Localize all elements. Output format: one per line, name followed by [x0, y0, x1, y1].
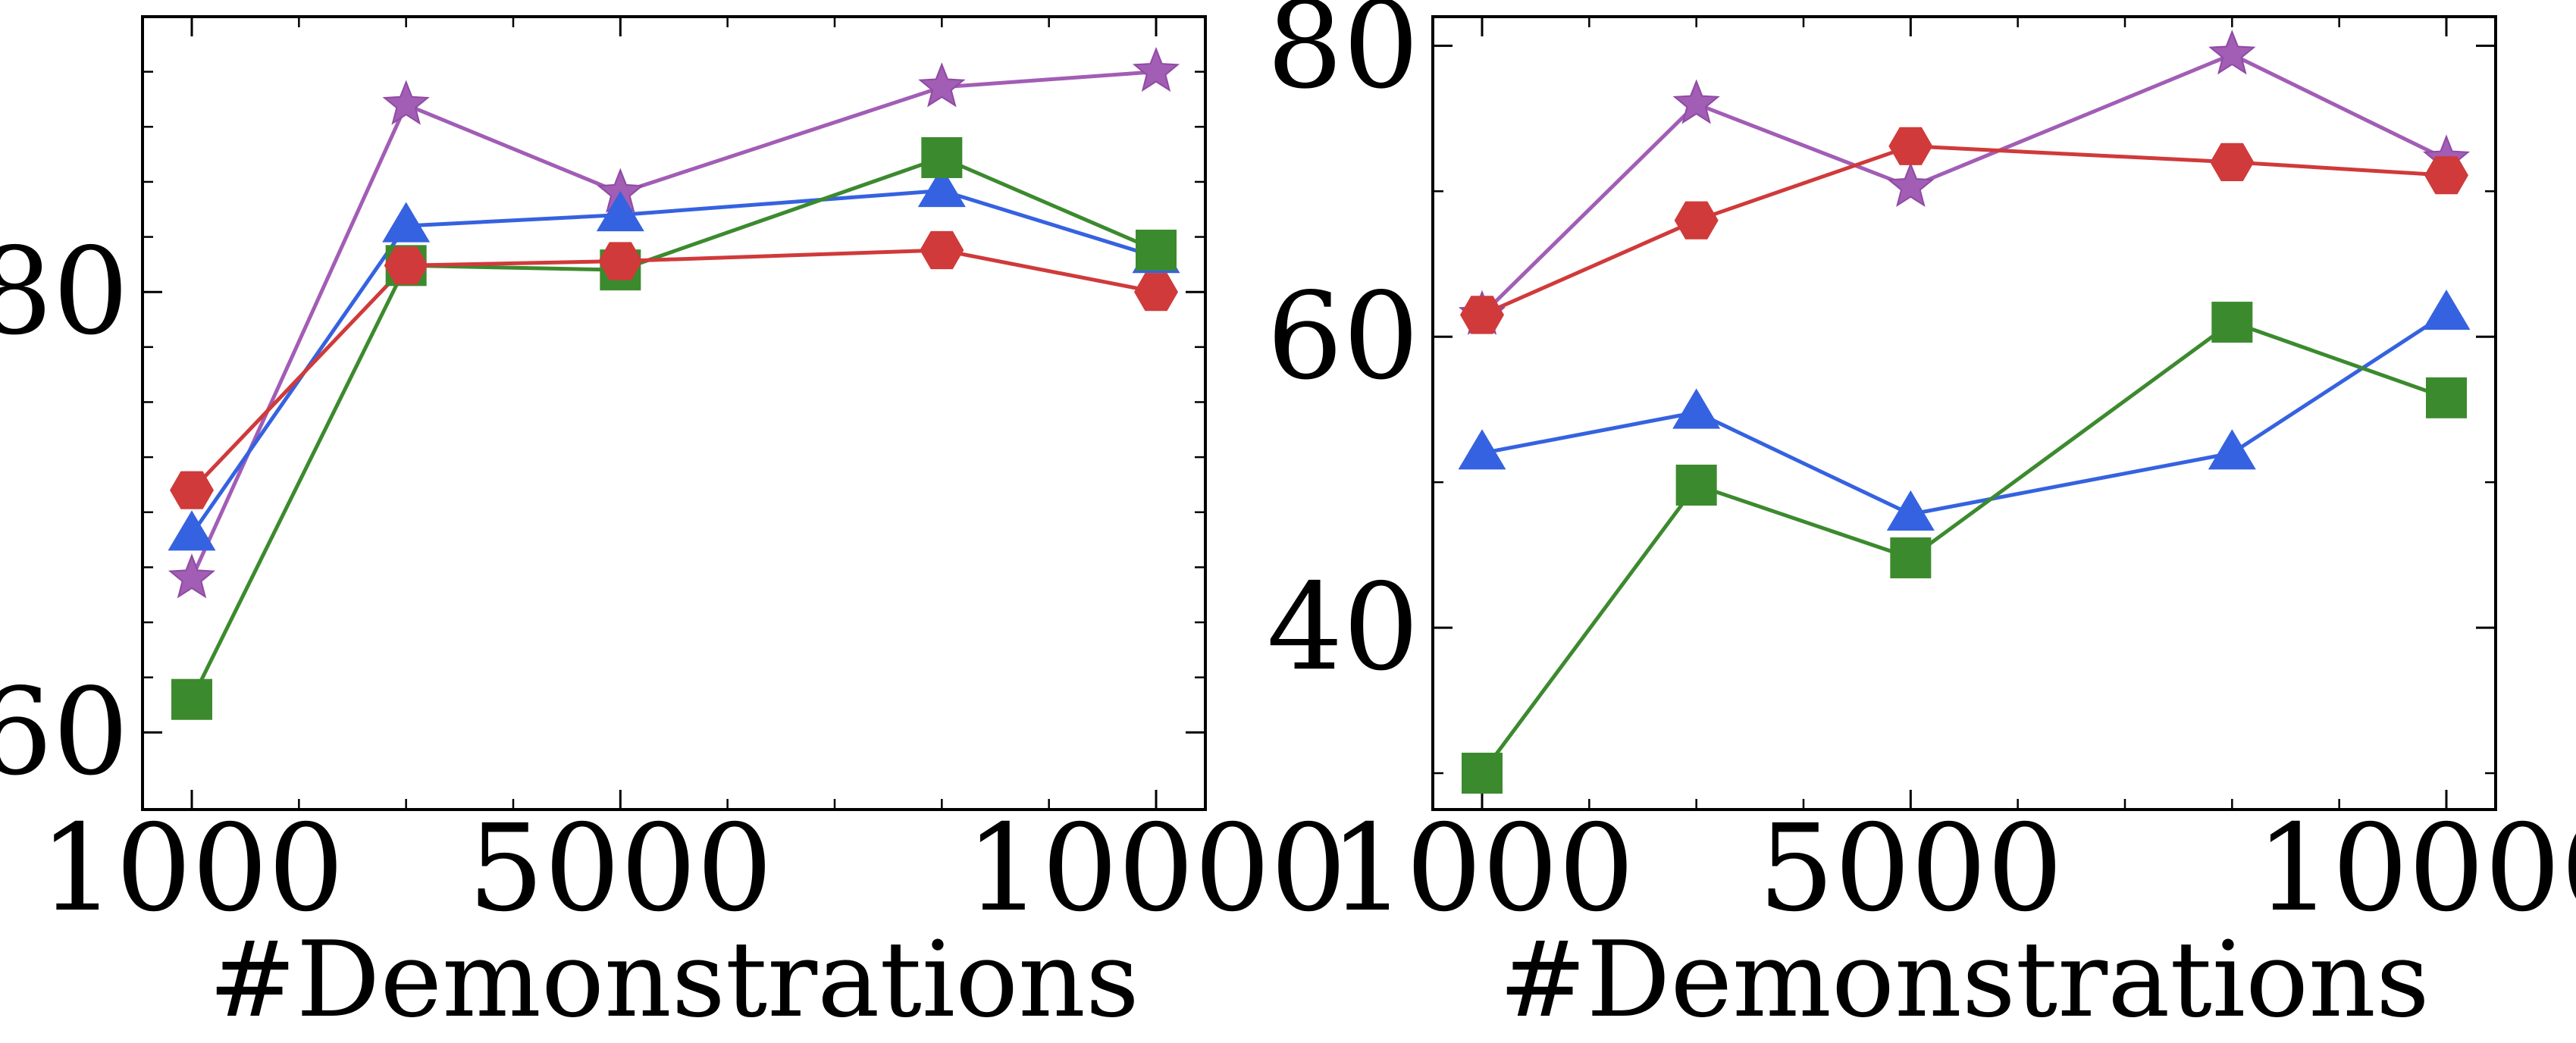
right-point-red-hexagon [2424, 156, 2468, 195]
right-point-green-square [1890, 537, 1932, 578]
left-x-tick-label: 10000 [966, 799, 1347, 938]
right-plot-frame [1431, 15, 2497, 811]
right-point-blue-triangle [2422, 290, 2471, 330]
left-point-red-hexagon [1134, 273, 1178, 312]
right-point-purple-star [1672, 79, 1720, 124]
right-point-green-square [2426, 377, 2467, 418]
left-point-purple-star [168, 553, 216, 599]
left-point-blue-triangle [168, 510, 216, 551]
left-point-red-hexagon [598, 242, 643, 280]
right-y-tick-label: 60 [1267, 267, 1419, 406]
left-y-tick-label: 80 [0, 222, 129, 362]
left-point-green-square [1136, 229, 1177, 271]
left-point-red-hexagon [170, 471, 214, 509]
right-point-purple-star [1887, 161, 1935, 208]
left-point-green-square [171, 678, 212, 720]
right-x-axis-label: #Demonstrations [1499, 919, 2430, 1041]
right-point-red-hexagon [1460, 296, 1504, 334]
left-x-tick-label: 1000 [39, 799, 344, 938]
left-point-red-hexagon [920, 230, 964, 270]
right-point-green-square [1462, 753, 1503, 794]
right-x-tick-label: 1000 [1330, 799, 1634, 938]
right-point-purple-star [2208, 30, 2256, 75]
left-point-green-square [921, 136, 963, 178]
left-point-red-hexagon [384, 246, 428, 285]
left-point-blue-triangle [382, 202, 431, 243]
right-y-tick-label: 80 [1267, 0, 1419, 115]
left-x-axis-label: #Demonstrations [208, 919, 1139, 1041]
left-point-purple-star [382, 80, 430, 125]
left-plot-frame [141, 15, 1207, 811]
left-point-blue-triangle [917, 167, 966, 208]
right-x-tick-label: 10000 [2256, 799, 2576, 938]
left-chart-panel: 1000 5000 10000 60 80 #Demonstrations [0, 15, 1347, 1041]
right-point-red-hexagon [2210, 143, 2255, 181]
right-x-tick-label: 5000 [1758, 799, 2063, 938]
right-point-red-hexagon [1888, 127, 1933, 165]
left-point-purple-star [918, 62, 966, 108]
left-point-purple-star [1132, 46, 1180, 92]
right-point-blue-triangle [1886, 490, 1935, 531]
left-point-blue-triangle [596, 191, 644, 232]
right-chart-panel: 1000 5000 10000 40 60 80 #Demonstrations [1267, 0, 2576, 1041]
right-y-tick-label: 40 [1267, 558, 1419, 697]
right-point-green-square [2211, 302, 2253, 343]
left-y-tick-label: 60 [0, 662, 129, 802]
right-point-blue-triangle [1672, 388, 1721, 429]
left-x-tick-label: 5000 [468, 799, 772, 938]
right-point-blue-triangle [1458, 429, 1506, 470]
right-point-blue-triangle [2208, 429, 2256, 470]
right-point-red-hexagon [1674, 201, 1719, 240]
right-point-green-square [1675, 465, 1717, 506]
